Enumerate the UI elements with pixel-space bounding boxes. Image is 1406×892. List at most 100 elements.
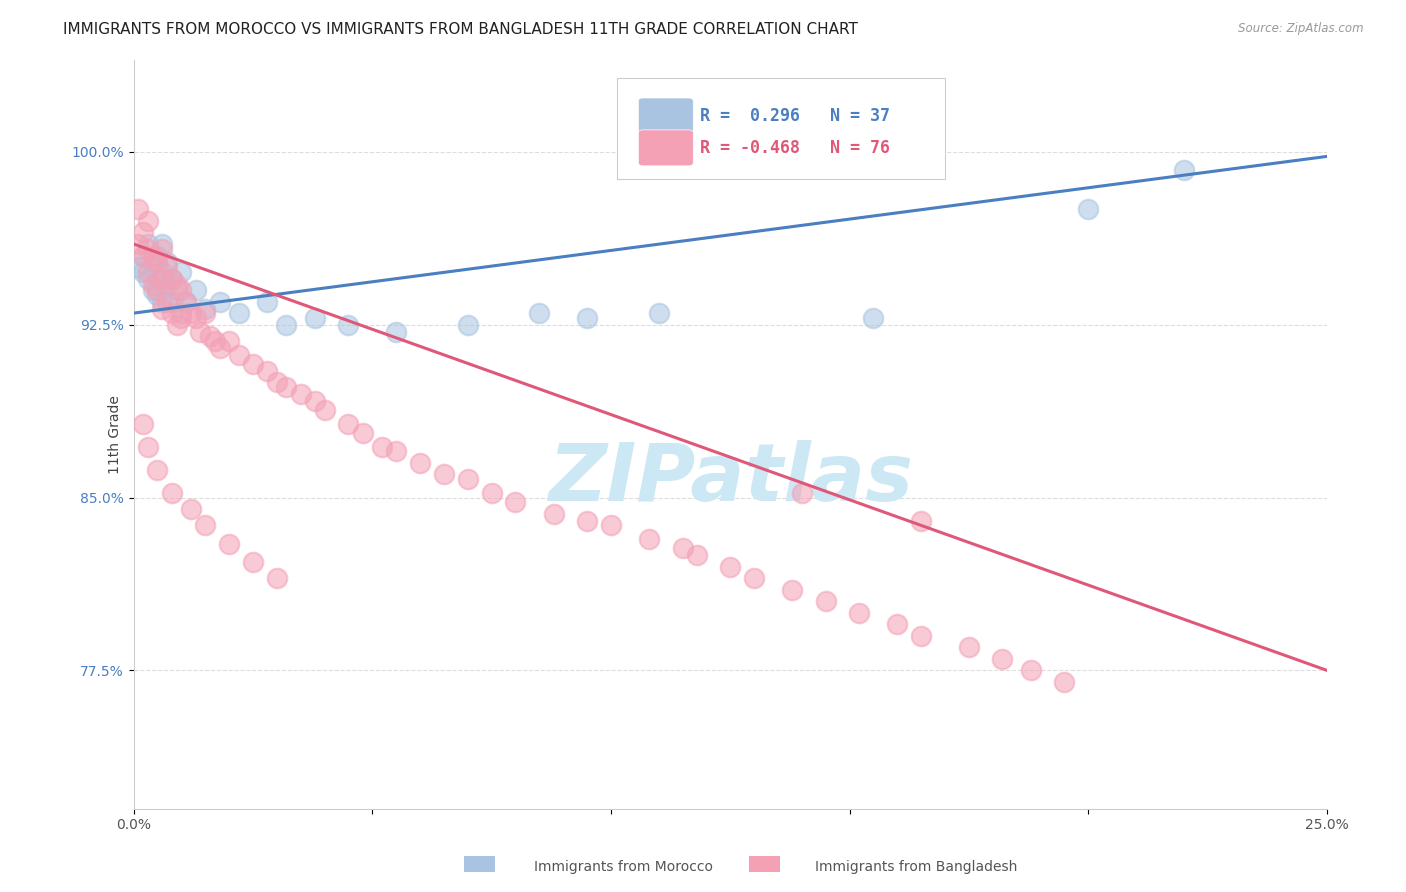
Point — [156, 260, 179, 274]
Point — [184, 283, 207, 297]
Point — [180, 306, 202, 320]
Point — [910, 514, 932, 528]
Point — [146, 271, 169, 285]
Point — [146, 463, 169, 477]
Point — [132, 265, 155, 279]
Point — [194, 518, 217, 533]
Point — [576, 310, 599, 325]
Text: R =  0.296   N = 37: R = 0.296 N = 37 — [700, 107, 890, 125]
Point — [170, 265, 193, 279]
Point — [170, 306, 193, 320]
Point — [170, 283, 193, 297]
Point — [1077, 202, 1099, 217]
Point — [132, 248, 155, 262]
Point — [146, 287, 169, 301]
Text: Immigrants from Bangladesh: Immigrants from Bangladesh — [815, 860, 1018, 874]
Point — [600, 518, 623, 533]
Point — [371, 440, 394, 454]
Y-axis label: 11th Grade: 11th Grade — [108, 394, 122, 474]
Point — [991, 652, 1014, 666]
Point — [481, 486, 503, 500]
Point — [505, 495, 527, 509]
Point — [136, 214, 159, 228]
Point — [146, 248, 169, 262]
Point — [150, 237, 173, 252]
Point — [132, 248, 155, 262]
Point — [304, 393, 326, 408]
Point — [166, 278, 188, 293]
Point — [160, 294, 183, 309]
Point — [180, 502, 202, 516]
Point — [136, 237, 159, 252]
Point — [166, 283, 188, 297]
Text: R = -0.468   N = 76: R = -0.468 N = 76 — [700, 139, 890, 157]
Point — [174, 294, 197, 309]
Point — [848, 606, 870, 620]
Point — [1053, 674, 1076, 689]
Point — [218, 334, 240, 348]
Point — [242, 555, 264, 569]
Point — [170, 310, 193, 325]
Point — [385, 444, 408, 458]
Point — [276, 318, 298, 332]
Point — [150, 265, 173, 279]
Point — [156, 278, 179, 293]
Point — [142, 278, 165, 293]
Point — [132, 226, 155, 240]
Point — [276, 380, 298, 394]
Point — [160, 271, 183, 285]
Point — [156, 255, 179, 269]
Point — [160, 271, 183, 285]
Point — [862, 310, 884, 325]
Point — [256, 364, 278, 378]
Point — [184, 310, 207, 325]
Point — [1173, 163, 1195, 178]
Point — [543, 507, 565, 521]
Point — [290, 386, 312, 401]
Point — [228, 348, 250, 362]
Point — [576, 514, 599, 528]
Point — [337, 318, 360, 332]
Point — [142, 283, 165, 297]
Point — [790, 486, 813, 500]
Point — [146, 255, 169, 269]
Point — [337, 417, 360, 431]
Point — [686, 548, 709, 562]
Point — [160, 306, 183, 320]
Point — [782, 582, 804, 597]
Point — [910, 629, 932, 643]
Point — [266, 376, 288, 390]
Point — [718, 559, 741, 574]
Point — [886, 617, 908, 632]
Point — [457, 318, 479, 332]
FancyBboxPatch shape — [638, 98, 693, 134]
Point — [256, 294, 278, 309]
Point — [409, 456, 432, 470]
Point — [266, 571, 288, 585]
Point — [174, 294, 197, 309]
Point — [142, 255, 165, 269]
Point — [529, 306, 551, 320]
Text: IMMIGRANTS FROM MOROCCO VS IMMIGRANTS FROM BANGLADESH 11TH GRADE CORRELATION CHA: IMMIGRANTS FROM MOROCCO VS IMMIGRANTS FR… — [63, 22, 858, 37]
Point — [127, 260, 149, 274]
Point — [166, 318, 188, 332]
Point — [457, 472, 479, 486]
Point — [156, 294, 179, 309]
Point — [242, 357, 264, 371]
Point — [150, 301, 173, 316]
Point — [1019, 664, 1042, 678]
Point — [957, 640, 980, 655]
Point — [127, 237, 149, 252]
Point — [204, 334, 226, 348]
Point — [136, 242, 159, 256]
Point — [671, 541, 693, 556]
Point — [136, 271, 159, 285]
Text: ZIPatlas: ZIPatlas — [548, 440, 912, 518]
Point — [194, 301, 217, 316]
Point — [194, 306, 217, 320]
Text: Immigrants from Morocco: Immigrants from Morocco — [534, 860, 713, 874]
Point — [132, 417, 155, 431]
Point — [385, 325, 408, 339]
Point — [433, 467, 456, 482]
Point — [638, 532, 661, 546]
